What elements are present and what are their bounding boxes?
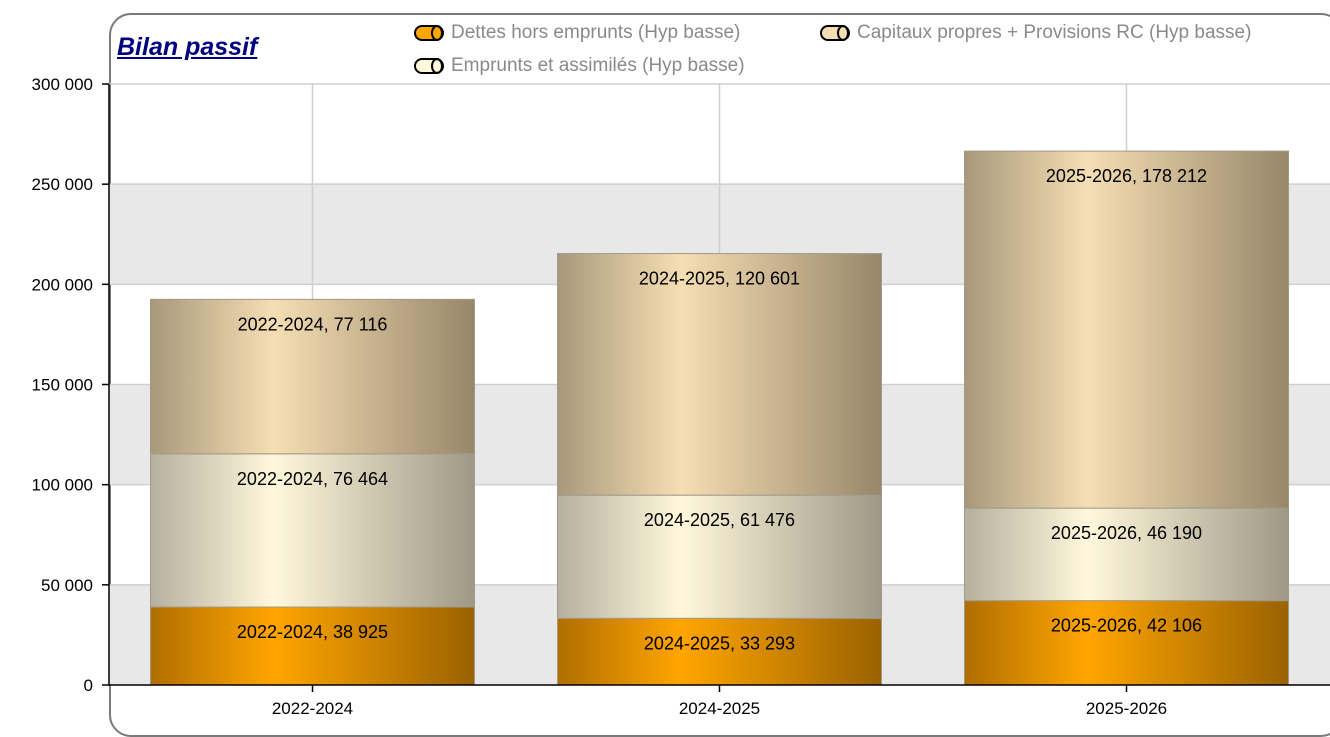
data-label-3-1: 2022-2024, 77 116 xyxy=(238,314,388,334)
y-tick-label: 150 000 xyxy=(32,376,93,395)
y-tick-label: 300 000 xyxy=(32,75,93,94)
legend-swatch-emprunts xyxy=(414,58,444,74)
data-label-3-2: 2024-2025, 120 601 xyxy=(639,269,800,289)
bar-segment-3-3[interactable] xyxy=(964,150,1289,509)
y-tick-label: 0 xyxy=(84,676,93,695)
y-tick-label: 50 000 xyxy=(41,576,93,595)
legend-item-dettes[interactable]: Dettes hors emprunts (Hyp basse) xyxy=(414,22,740,44)
legend-swatch-capitaux xyxy=(820,25,850,41)
y-tick-label: 100 000 xyxy=(32,476,93,495)
x-tick-label: 2022-2024 xyxy=(272,699,353,717)
plot-area: 2022-2024, 38 925 2022-2024, 76 464 2022-2… xyxy=(32,75,1330,717)
bar-segment-1-3[interactable] xyxy=(964,600,1289,686)
y-tick-label: 250 000 xyxy=(32,175,93,194)
legend-label-dettes: Dettes hors emprunts (Hyp basse) xyxy=(451,22,741,43)
data-label-3-3: 2025-2026, 178 212 xyxy=(1046,166,1207,186)
bar-segment-2-2[interactable] xyxy=(557,494,882,619)
data-label-1-1: 2022-2024, 38 925 xyxy=(237,622,388,642)
chart-title[interactable]: Bilan passif xyxy=(117,33,258,61)
legend: Dettes hors emprunts (Hyp basse) Capitau… xyxy=(414,22,1330,82)
legend-item-emprunts[interactable]: Emprunts et assimilés (Hyp basse) xyxy=(414,55,745,77)
x-tick-label: 2025-2026 xyxy=(1086,699,1167,717)
x-tick-label: 2024-2025 xyxy=(679,699,760,717)
bar-segment-3-2[interactable] xyxy=(557,253,882,496)
legend-item-capitaux[interactable]: Capitaux propres + Provisions RC (Hyp ba… xyxy=(820,22,1251,44)
data-label-2-2: 2024-2025, 61 476 xyxy=(644,510,795,530)
data-label-2-1: 2022-2024, 76 464 xyxy=(237,469,388,489)
legend-swatch-dettes xyxy=(414,25,444,41)
y-tick-label: 200 000 xyxy=(32,275,93,294)
bar-segment-1-1[interactable] xyxy=(150,606,475,686)
legend-label-emprunts: Emprunts et assimilés (Hyp basse) xyxy=(451,55,745,76)
data-label-2-3: 2025-2026, 46 190 xyxy=(1051,523,1202,543)
bar-segment-2-3[interactable] xyxy=(964,507,1289,602)
bar-segment-3-1[interactable] xyxy=(150,298,475,455)
legend-label-capitaux: Capitaux propres + Provisions RC (Hyp ba… xyxy=(857,22,1252,43)
data-label-1-2: 2024-2025, 33 293 xyxy=(644,633,795,653)
data-label-1-3: 2025-2026, 42 106 xyxy=(1051,616,1202,636)
bar-segment-1-2[interactable] xyxy=(557,617,882,686)
